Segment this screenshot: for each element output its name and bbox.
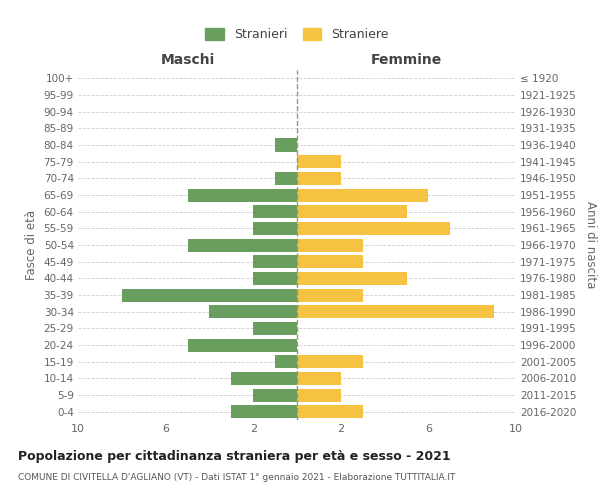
Bar — [297, 205, 407, 218]
Bar — [297, 172, 341, 185]
Text: COMUNE DI CIVITELLA D'AGLIANO (VT) - Dati ISTAT 1° gennaio 2021 - Elaborazione T: COMUNE DI CIVITELLA D'AGLIANO (VT) - Dat… — [18, 472, 455, 482]
Bar — [297, 255, 362, 268]
Bar — [253, 205, 297, 218]
Bar — [297, 288, 362, 302]
Bar — [253, 388, 297, 402]
Text: Femmine: Femmine — [371, 52, 442, 66]
Bar — [253, 272, 297, 285]
Bar — [232, 372, 297, 385]
Y-axis label: Anni di nascita: Anni di nascita — [584, 202, 597, 288]
Bar — [187, 188, 297, 202]
Bar — [187, 238, 297, 252]
Bar — [253, 255, 297, 268]
Bar — [275, 172, 297, 185]
Bar — [122, 288, 297, 302]
Text: Maschi: Maschi — [160, 52, 215, 66]
Bar — [187, 338, 297, 351]
Bar — [297, 155, 341, 168]
Bar — [275, 138, 297, 151]
Bar — [297, 405, 362, 418]
Bar — [275, 355, 297, 368]
Legend: Stranieri, Straniere: Stranieri, Straniere — [202, 24, 392, 44]
Bar — [297, 188, 428, 202]
Bar — [253, 322, 297, 335]
Bar — [297, 305, 494, 318]
Bar — [297, 372, 341, 385]
Bar — [209, 305, 297, 318]
Bar — [297, 388, 341, 402]
Bar — [297, 272, 407, 285]
Bar — [297, 238, 362, 252]
Bar — [297, 222, 450, 235]
Bar — [297, 355, 362, 368]
Bar — [253, 222, 297, 235]
Bar — [232, 405, 297, 418]
Y-axis label: Fasce di età: Fasce di età — [25, 210, 38, 280]
Text: Popolazione per cittadinanza straniera per età e sesso - 2021: Popolazione per cittadinanza straniera p… — [18, 450, 451, 463]
